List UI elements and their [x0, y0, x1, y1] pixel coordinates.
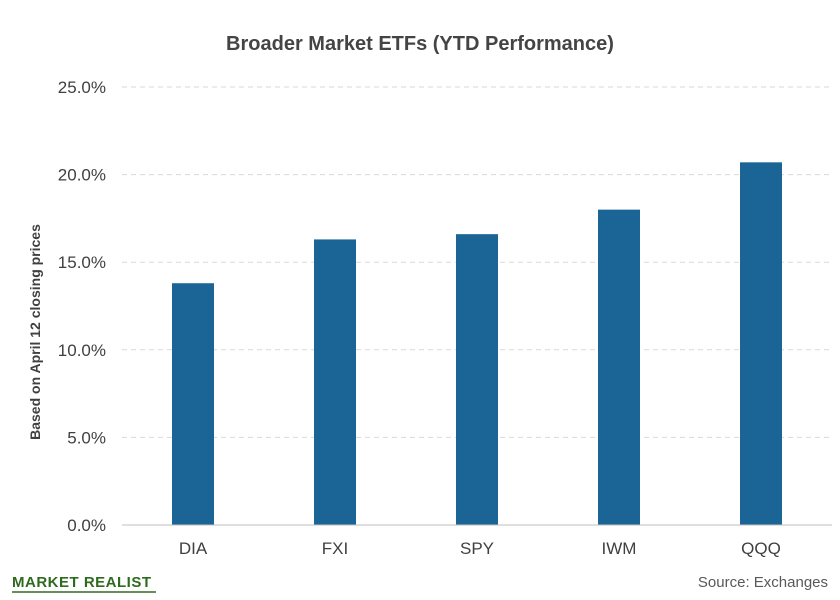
y-tick-label: 0.0%: [67, 516, 106, 535]
y-tick-label: 5.0%: [67, 428, 106, 447]
x-tick-label: FXI: [322, 539, 348, 558]
y-tick-label: 25.0%: [58, 78, 106, 97]
bar-spy: [456, 234, 498, 525]
y-tick-label: 20.0%: [58, 166, 106, 185]
chart-title: Broader Market ETFs (YTD Performance): [226, 33, 614, 55]
y-axis-label: Based on April 12 closing prices: [27, 224, 43, 440]
bar-fxi: [314, 239, 356, 525]
bar-qqq: [740, 162, 782, 525]
source-note: Source: Exchanges: [698, 574, 828, 591]
x-tick-label: SPY: [460, 539, 494, 558]
y-tick-label: 10.0%: [58, 341, 106, 360]
y-tick-label: 15.0%: [58, 253, 106, 272]
logo-text: MARKET REALIST: [12, 574, 152, 591]
x-axis-ticks: DIA FXI SPY IWM QQQ: [179, 539, 781, 558]
x-tick-label: IWM: [602, 539, 637, 558]
bar-iwm: [598, 209, 640, 525]
bars: [172, 162, 782, 525]
x-tick-label: QQQ: [741, 539, 781, 558]
x-tick-label: DIA: [179, 539, 208, 558]
y-axis-ticks: 0.0% 5.0% 10.0% 15.0% 20.0% 25.0%: [58, 78, 106, 535]
market-realist-logo: MARKET REALIST: [12, 574, 156, 593]
bar-dia: [172, 283, 214, 525]
